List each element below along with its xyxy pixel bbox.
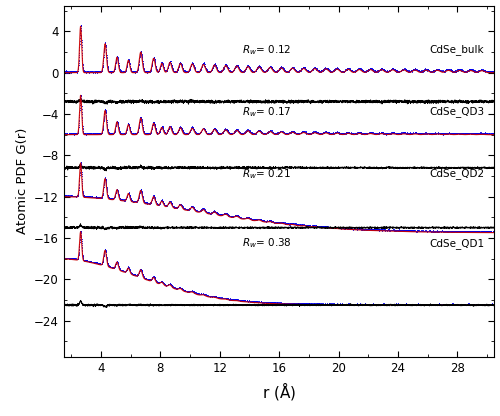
X-axis label: r ($\mathregular{\AA}$): r ($\mathregular{\AA}$)	[262, 380, 296, 402]
Text: $R_w$= 0.21: $R_w$= 0.21	[242, 167, 291, 181]
Text: $R_w$= 0.38: $R_w$= 0.38	[242, 236, 292, 250]
Text: $R_w$= 0.17: $R_w$= 0.17	[242, 105, 292, 119]
Y-axis label: Atomic PDF G(r): Atomic PDF G(r)	[16, 128, 28, 234]
Text: CdSe_QD2: CdSe_QD2	[429, 168, 484, 179]
Text: CdSe_QD3: CdSe_QD3	[429, 106, 484, 117]
Text: $R_w$= 0.12: $R_w$= 0.12	[242, 43, 292, 57]
Text: CdSe_bulk: CdSe_bulk	[430, 45, 484, 55]
Text: CdSe_QD1: CdSe_QD1	[429, 238, 484, 248]
